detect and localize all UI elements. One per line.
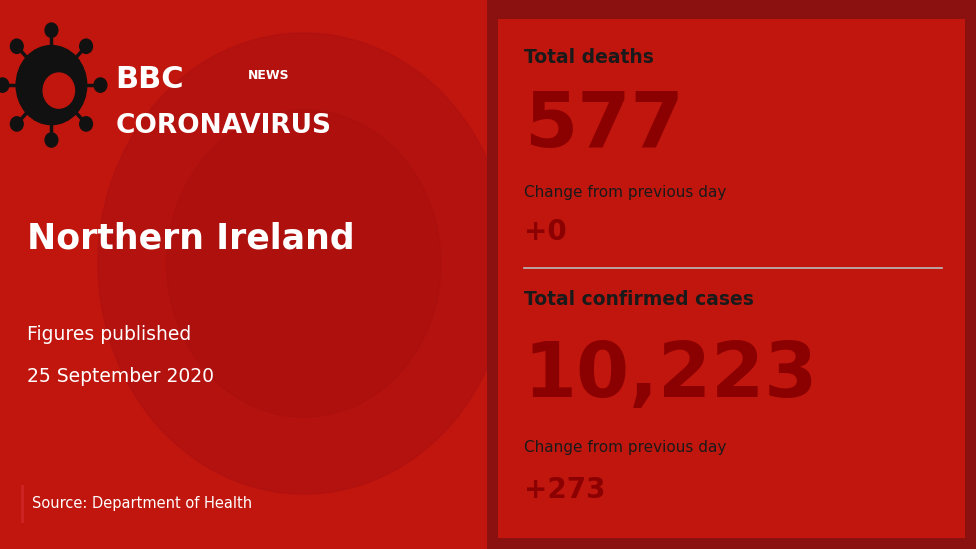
Circle shape xyxy=(11,117,23,131)
Text: Figures published: Figures published xyxy=(27,326,191,344)
Circle shape xyxy=(98,33,509,494)
Text: NEWS: NEWS xyxy=(248,69,289,82)
FancyBboxPatch shape xyxy=(20,485,24,523)
Text: BBC: BBC xyxy=(115,65,183,94)
Text: +0: +0 xyxy=(524,217,566,246)
FancyBboxPatch shape xyxy=(965,0,976,549)
Circle shape xyxy=(167,110,441,417)
Circle shape xyxy=(11,39,23,53)
Circle shape xyxy=(80,117,93,131)
Text: CORONAVIRUS: CORONAVIRUS xyxy=(115,113,331,139)
Text: Total deaths: Total deaths xyxy=(524,48,654,67)
FancyBboxPatch shape xyxy=(487,0,976,19)
Text: Source: Department of Health: Source: Department of Health xyxy=(32,496,252,512)
Text: 10,223: 10,223 xyxy=(524,339,818,413)
Text: 25 September 2020: 25 September 2020 xyxy=(27,367,214,385)
Circle shape xyxy=(94,78,106,92)
Text: +273: +273 xyxy=(524,475,605,504)
Text: Northern Ireland: Northern Ireland xyxy=(27,222,354,256)
FancyBboxPatch shape xyxy=(487,0,498,549)
Circle shape xyxy=(17,46,87,125)
Circle shape xyxy=(45,133,58,147)
Text: Total confirmed cases: Total confirmed cases xyxy=(524,290,753,309)
Circle shape xyxy=(80,39,93,53)
FancyBboxPatch shape xyxy=(487,538,976,549)
Circle shape xyxy=(0,78,9,92)
Text: Change from previous day: Change from previous day xyxy=(524,184,726,200)
Text: 577: 577 xyxy=(524,89,683,163)
Circle shape xyxy=(45,23,58,37)
Circle shape xyxy=(43,73,74,108)
Text: Change from previous day: Change from previous day xyxy=(524,440,726,455)
